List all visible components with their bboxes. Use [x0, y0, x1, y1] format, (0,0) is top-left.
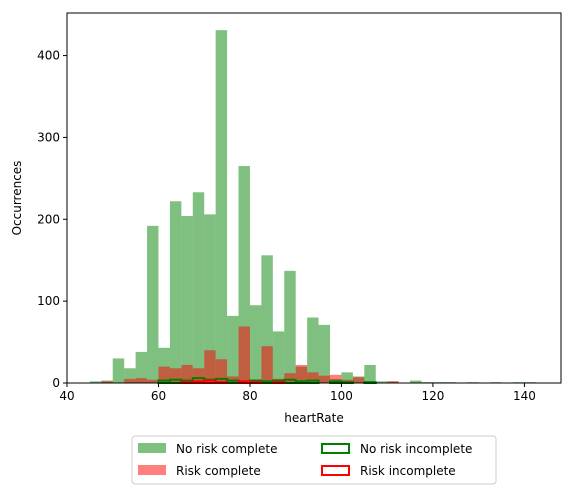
axis-ticks: 40 60 80 100 120 140 0 100 200 300 400 [37, 49, 536, 403]
legend-swatch-no-risk-incomplete [321, 443, 350, 454]
bar-no-risk-complete-10 [204, 214, 216, 383]
y-tick-label-0: 0 [52, 376, 60, 390]
legend-label-risk-incomplete: Risk incomplete [360, 464, 456, 478]
bar-no-risk-complete-0 [89, 381, 102, 383]
bar-no-risk-complete-3 [124, 368, 136, 383]
bar-no-risk-complete-6 [158, 347, 170, 383]
bar-no-risk-complete-8 [181, 216, 193, 383]
bar-risk-complete-4 [158, 366, 170, 383]
y-axis-title: Occurrences [10, 161, 24, 236]
bar-risk-complete-16 [295, 364, 308, 383]
legend-swatch-risk-complete [138, 465, 166, 475]
bar-risk-complete-13 [261, 346, 273, 383]
x-tick-label-4: 120 [421, 389, 444, 403]
legend-frame [131, 435, 497, 485]
legend-swatch-no-risk-complete [138, 443, 166, 453]
bar-no-risk-complete-17 [284, 270, 296, 383]
y-tick-label-4: 400 [37, 49, 60, 63]
bar-no-risk-complete-13 [238, 166, 250, 383]
bar-no-risk-complete-27 [410, 380, 422, 383]
bar-risk-complete-8 [204, 350, 216, 383]
bar-risk-complete-19 [330, 374, 342, 383]
bar-risk-complete-6 [181, 364, 193, 383]
bar-no-risk-complete-25 [375, 381, 388, 383]
x-axis-title: heartRate [284, 411, 344, 425]
bar-risk-complete-2 [135, 378, 148, 383]
bar-no-risk-complete-2 [112, 358, 125, 383]
bar-risk-complete-23 [387, 381, 399, 383]
bar-no-risk-complete-9 [192, 192, 205, 383]
legend-label-risk-complete: Risk complete [176, 464, 261, 478]
x-tick-label-3: 100 [330, 389, 353, 403]
bar-no-risk-complete-19 [307, 317, 319, 383]
bar-no-risk-complete-24 [364, 364, 376, 383]
bar-no-risk-complete-12 [227, 315, 239, 383]
bar-risk-complete-9 [215, 359, 228, 383]
plot-frame [66, 12, 562, 384]
bar-no-risk-complete-4 [135, 351, 148, 383]
y-tick-label-3: 300 [37, 130, 60, 144]
legend-label-no-risk-complete: No risk complete [176, 442, 277, 456]
bar-risk-complete-0 [101, 381, 113, 383]
x-tick-label-0: 40 [59, 389, 74, 403]
bar-risk-complete-1 [124, 378, 136, 383]
bar-risk-complete-18 [318, 375, 331, 383]
legend-label-no-risk-incomplete: No risk incomplete [360, 442, 472, 456]
y-tick-label-1: 100 [37, 294, 60, 308]
bar-risk-complete-17 [307, 372, 319, 383]
y-tick-label-2: 200 [37, 212, 60, 226]
bar-no-risk-complete-5 [147, 225, 159, 383]
bar-no-risk-complete-7 [169, 201, 182, 383]
bar-no-risk-complete-22 [341, 372, 353, 383]
bar-risk-complete-15 [284, 373, 296, 383]
bar-no-risk-complete-20 [318, 324, 331, 383]
x-tick-label-2: 80 [242, 389, 257, 403]
legend-swatch-risk-incomplete [321, 465, 350, 476]
legend: No risk complete Risk complete No risk i… [131, 435, 497, 485]
histogram-bars [89, 30, 536, 385]
bar-risk-complete-7 [192, 368, 205, 383]
bar-risk-complete-3 [147, 379, 159, 383]
x-tick-label-5: 140 [513, 389, 536, 403]
bar-no-risk-complete-15 [261, 255, 273, 383]
bar-no-risk-complete-11 [215, 30, 228, 383]
bar-no-risk-complete-16 [272, 331, 285, 383]
bar-risk-complete-11 [238, 326, 250, 383]
bar-risk-complete-5 [169, 368, 182, 383]
x-tick-label-1: 60 [151, 389, 166, 403]
bar-no-risk-complete-14 [249, 305, 262, 383]
bar-risk-complete-21 [352, 377, 365, 383]
